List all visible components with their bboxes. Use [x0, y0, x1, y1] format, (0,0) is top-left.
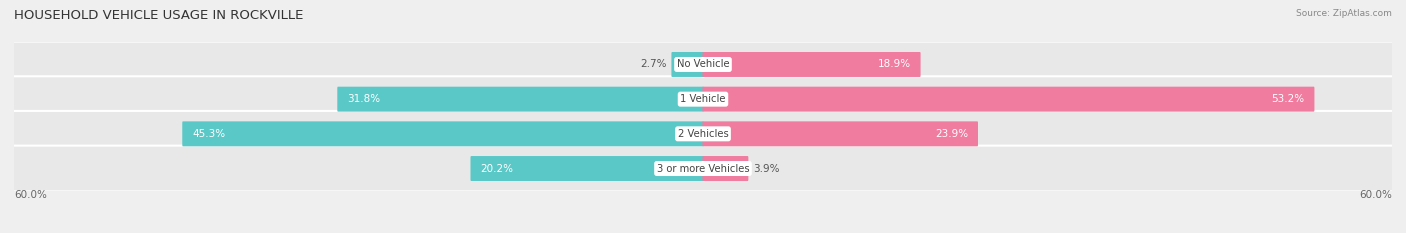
FancyBboxPatch shape	[703, 87, 1315, 112]
FancyBboxPatch shape	[471, 156, 703, 181]
FancyBboxPatch shape	[672, 52, 703, 77]
Text: 18.9%: 18.9%	[877, 59, 911, 69]
FancyBboxPatch shape	[337, 87, 703, 112]
FancyBboxPatch shape	[703, 156, 748, 181]
Text: 23.9%: 23.9%	[935, 129, 969, 139]
Text: 60.0%: 60.0%	[14, 190, 46, 200]
Text: 3 or more Vehicles: 3 or more Vehicles	[657, 164, 749, 174]
Text: 2.7%: 2.7%	[640, 59, 666, 69]
FancyBboxPatch shape	[11, 146, 1395, 191]
FancyBboxPatch shape	[703, 52, 921, 77]
Text: 53.2%: 53.2%	[1271, 94, 1305, 104]
Text: 60.0%: 60.0%	[1360, 190, 1392, 200]
Text: 2 Vehicles: 2 Vehicles	[678, 129, 728, 139]
FancyBboxPatch shape	[11, 42, 1395, 87]
Text: 3.9%: 3.9%	[754, 164, 780, 174]
Text: 45.3%: 45.3%	[193, 129, 225, 139]
Text: No Vehicle: No Vehicle	[676, 59, 730, 69]
FancyBboxPatch shape	[11, 76, 1395, 122]
Text: HOUSEHOLD VEHICLE USAGE IN ROCKVILLE: HOUSEHOLD VEHICLE USAGE IN ROCKVILLE	[14, 9, 304, 22]
FancyBboxPatch shape	[11, 111, 1395, 157]
Text: Source: ZipAtlas.com: Source: ZipAtlas.com	[1296, 9, 1392, 18]
Text: 1 Vehicle: 1 Vehicle	[681, 94, 725, 104]
FancyBboxPatch shape	[703, 121, 979, 146]
Text: 20.2%: 20.2%	[481, 164, 513, 174]
FancyBboxPatch shape	[183, 121, 703, 146]
Text: 31.8%: 31.8%	[347, 94, 380, 104]
